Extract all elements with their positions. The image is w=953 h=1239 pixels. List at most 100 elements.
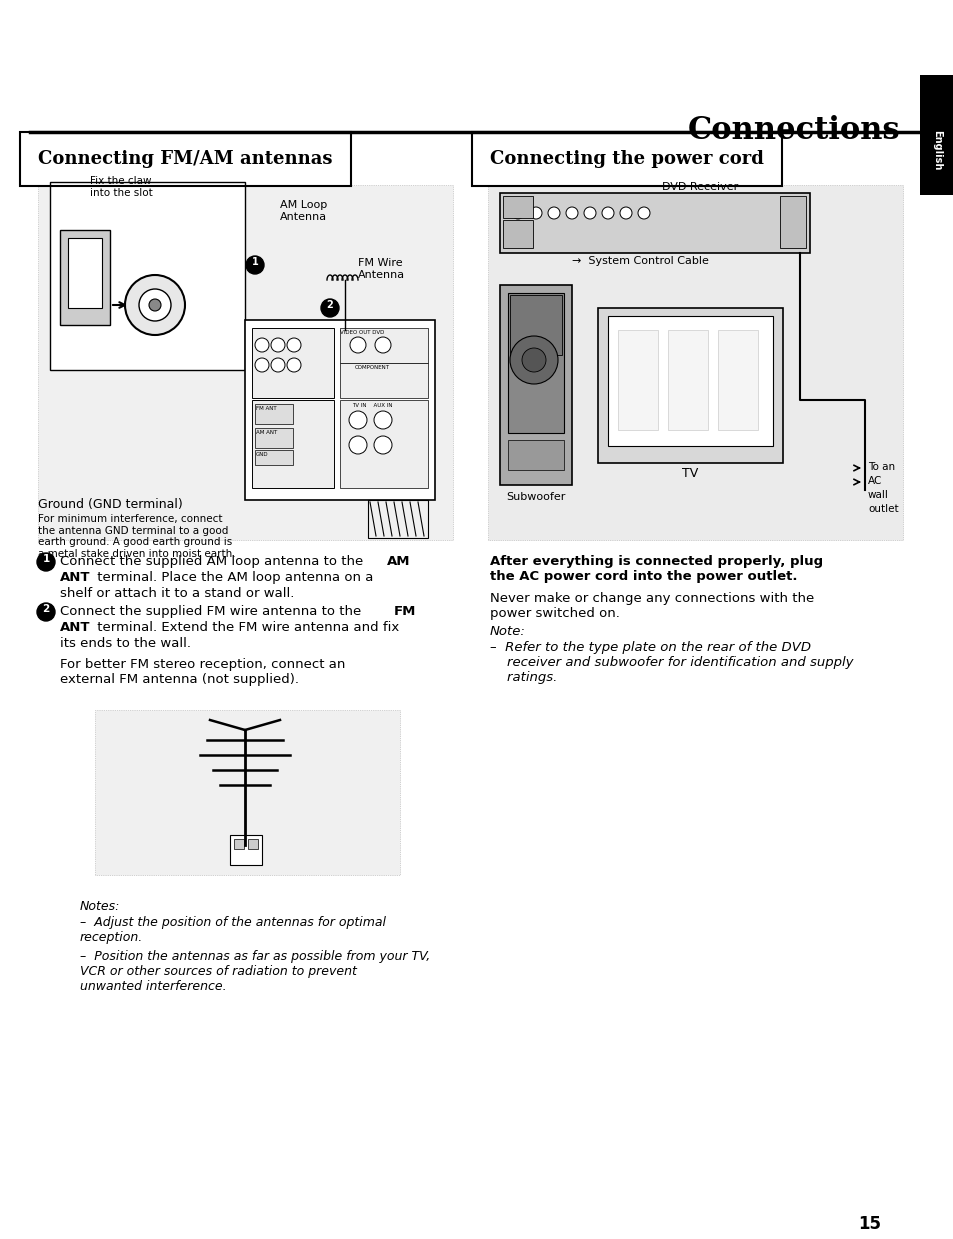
Bar [499, 285, 572, 484]
Bar [502, 196, 533, 218]
Bar [60, 230, 110, 325]
Text: Connections: Connections [687, 115, 899, 146]
Text: AM: AM [387, 555, 410, 567]
Circle shape [638, 207, 649, 219]
Circle shape [271, 338, 285, 352]
Circle shape [287, 358, 301, 372]
Text: Notes:: Notes: [80, 900, 120, 913]
Circle shape [149, 299, 161, 311]
Bar [254, 427, 293, 449]
Text: –  Position the antennas as far as possible from your TV,
VCR or other sources o: – Position the antennas as far as possib… [80, 950, 430, 992]
Circle shape [619, 207, 631, 219]
Bar [718, 330, 758, 430]
Bar [245, 320, 435, 501]
Text: 15: 15 [858, 1215, 881, 1233]
Circle shape [254, 338, 269, 352]
Text: FM Wire
Antenna: FM Wire Antenna [357, 258, 405, 280]
Text: Connect the supplied AM loop antenna to the: Connect the supplied AM loop antenna to … [60, 555, 367, 567]
Circle shape [139, 289, 171, 321]
Bar [607, 316, 772, 446]
Bar [919, 76, 953, 195]
Text: 1: 1 [42, 554, 50, 564]
Bar [233, 839, 244, 849]
Bar [780, 196, 805, 248]
Text: Connecting FM/AM antennas: Connecting FM/AM antennas [38, 150, 333, 169]
Text: 2: 2 [42, 603, 50, 615]
Text: terminal. Place the AM loop antenna on a: terminal. Place the AM loop antenna on a [92, 571, 373, 584]
Bar [230, 835, 262, 865]
Circle shape [37, 553, 55, 571]
Text: Subwoofer: Subwoofer [506, 492, 565, 502]
Text: TV: TV [681, 467, 698, 479]
Bar [507, 292, 563, 432]
Circle shape [349, 411, 367, 429]
Text: GND: GND [255, 452, 269, 457]
Text: Never make or change any connections with the
power switched on.: Never make or change any connections wit… [490, 592, 814, 620]
Text: 2: 2 [326, 300, 333, 310]
Text: Connecting the power cord: Connecting the power cord [490, 150, 763, 169]
Circle shape [320, 299, 338, 317]
Circle shape [125, 275, 185, 335]
Text: English: English [931, 130, 941, 170]
Circle shape [287, 338, 301, 352]
Text: To an
AC
wall
outlet: To an AC wall outlet [867, 462, 898, 514]
Text: 1: 1 [252, 256, 258, 266]
Bar [95, 710, 399, 875]
Text: For minimum interference, connect
the antenna GND terminal to a good
earth groun: For minimum interference, connect the an… [38, 514, 235, 559]
Text: terminal. Extend the FM wire antenna and fix: terminal. Extend the FM wire antenna and… [92, 621, 399, 634]
Bar [68, 238, 102, 309]
Circle shape [246, 256, 264, 274]
Bar [598, 309, 782, 463]
Circle shape [374, 411, 392, 429]
Bar [252, 328, 334, 398]
Bar [510, 295, 561, 356]
Text: Note:: Note: [490, 624, 525, 638]
Bar [507, 440, 563, 470]
Text: ANT: ANT [60, 621, 91, 634]
Circle shape [271, 358, 285, 372]
Bar [339, 328, 428, 363]
Bar [252, 400, 334, 488]
Bar [499, 193, 809, 253]
Circle shape [510, 336, 558, 384]
Text: FM: FM [394, 605, 416, 618]
Circle shape [254, 358, 269, 372]
Text: Fix the claw
into the slot: Fix the claw into the slot [90, 176, 152, 197]
Text: Connect the supplied FM wire antenna to the: Connect the supplied FM wire antenna to … [60, 605, 365, 618]
Bar [368, 501, 428, 538]
Circle shape [37, 603, 55, 621]
Text: AM Loop
Antenna: AM Loop Antenna [280, 199, 327, 222]
Bar [502, 221, 533, 248]
Circle shape [521, 348, 545, 372]
Circle shape [530, 207, 541, 219]
Bar [254, 404, 293, 424]
Bar [248, 839, 257, 849]
Circle shape [349, 436, 367, 453]
Circle shape [512, 207, 523, 219]
Bar [488, 185, 902, 540]
Bar [339, 363, 428, 398]
Bar [50, 182, 245, 370]
Text: For better FM stereo reception, connect an
external FM antenna (not supplied).: For better FM stereo reception, connect … [60, 658, 345, 686]
Circle shape [601, 207, 614, 219]
Text: TV IN    AUX IN: TV IN AUX IN [352, 403, 392, 408]
Text: DVD Receiver: DVD Receiver [661, 182, 738, 192]
Text: –  Adjust the position of the antennas for optimal
reception.: – Adjust the position of the antennas fo… [80, 916, 386, 944]
Text: its ends to the wall.: its ends to the wall. [60, 637, 191, 650]
Circle shape [350, 337, 366, 353]
Text: Ground (GND terminal): Ground (GND terminal) [38, 498, 183, 510]
Text: AM ANT: AM ANT [255, 430, 277, 435]
Text: →  System Control Cable: → System Control Cable [572, 256, 708, 266]
Circle shape [565, 207, 578, 219]
Text: FM ANT: FM ANT [255, 406, 276, 411]
Text: COMPONENT: COMPONENT [355, 366, 390, 370]
Text: After everything is connected properly, plug
the AC power cord into the power ou: After everything is connected properly, … [490, 555, 822, 584]
Text: shelf or attach it to a stand or wall.: shelf or attach it to a stand or wall. [60, 587, 294, 600]
Bar [339, 400, 428, 488]
Bar [38, 185, 453, 540]
Text: ANT: ANT [60, 571, 91, 584]
Circle shape [547, 207, 559, 219]
Circle shape [583, 207, 596, 219]
Text: VIDEO OUT DVD: VIDEO OUT DVD [339, 330, 384, 335]
Bar [618, 330, 658, 430]
